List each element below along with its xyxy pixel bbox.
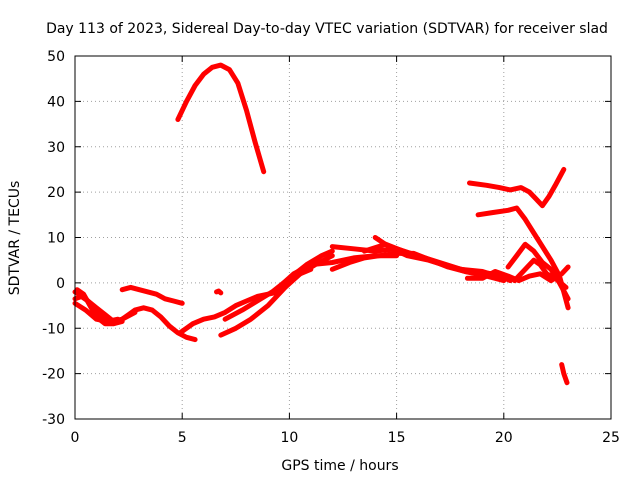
- series-track-6: [175, 62, 267, 175]
- y-tick-label: 0: [56, 276, 65, 292]
- series-track-7: [214, 288, 224, 296]
- y-tick-label: 40: [47, 94, 65, 110]
- series-track-17: [467, 166, 567, 209]
- x-axis-label: GPS time / hours: [281, 458, 398, 474]
- x-tick-label: 5: [178, 430, 187, 446]
- series-track-9: [218, 253, 335, 338]
- y-axis-label: SDTVAR / TECUs: [7, 181, 23, 296]
- series-track-21: [559, 362, 570, 386]
- chart-title: Day 113 of 2023, Sidereal Day-to-day VTE…: [46, 21, 608, 37]
- x-tick-label: 20: [495, 430, 513, 446]
- series-layer: [72, 62, 571, 386]
- series-track-11: [276, 253, 400, 290]
- ticks: 0 5 10 15 20 25 -30 -20 -10 0 10 20 30 40 50: [42, 49, 620, 446]
- x-tick-label: 15: [388, 430, 406, 446]
- x-tick-label: 10: [280, 430, 298, 446]
- y-tick-label: 10: [47, 231, 65, 247]
- y-tick-label: -10: [42, 321, 65, 337]
- y-tick-label: 50: [47, 49, 65, 65]
- series-track-20: [512, 257, 569, 290]
- y-tick-label: 30: [47, 140, 65, 156]
- y-tick-label: 20: [47, 185, 65, 201]
- y-tick-label: -30: [42, 412, 65, 428]
- y-tick-label: -20: [42, 367, 65, 383]
- x-tick-label: 25: [602, 430, 620, 446]
- series-track-18: [475, 205, 571, 311]
- x-tick-label: 0: [71, 430, 80, 446]
- series-track-5: [119, 284, 185, 306]
- grid: [75, 56, 611, 419]
- series-track-4: [72, 300, 121, 324]
- series-track-15: [372, 235, 496, 277]
